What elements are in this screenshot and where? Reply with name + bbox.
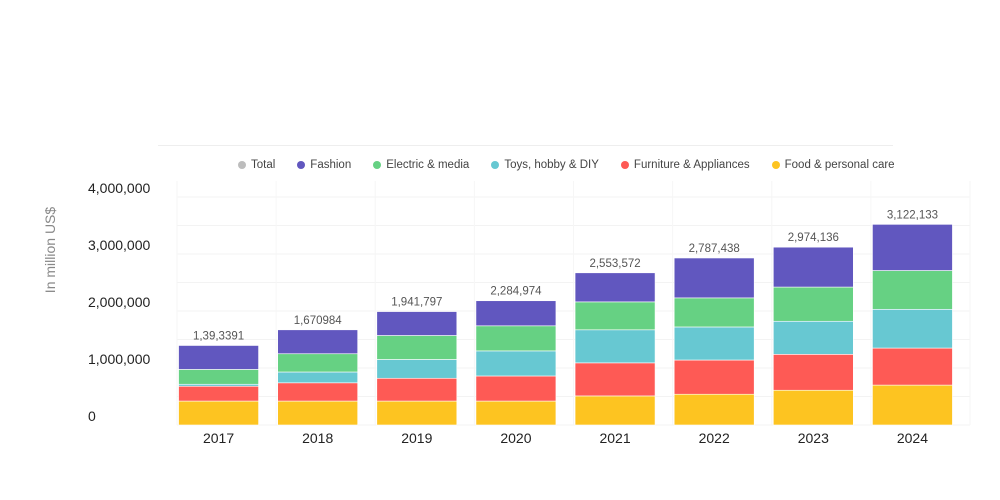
bar-segment [376,377,458,402]
bar-segment [277,400,358,426]
legend-dot-icon [373,161,382,169]
legend-item[interactable]: Food & personal care [771,159,895,171]
legend-label: Electric & media [386,159,470,171]
bar-segment [872,384,953,426]
x-tick-label: 2020 [500,430,531,446]
legend: Total Fashion Electric & media Toys, hobby … [238,159,895,171]
bar-segment [673,326,755,361]
legend-item[interactable]: Electric & media [373,159,469,171]
bar-segment [673,297,755,328]
bar-segment [277,329,358,355]
legend-dot-icon [771,161,780,169]
legend-item[interactable]: Furniture & Appliances [620,159,750,171]
legend-dot-icon [238,161,246,169]
bar-segment [178,400,259,426]
bar-segment [475,375,557,402]
x-tick-label: 2017 [203,430,234,446]
legend-item[interactable]: Fashion [297,159,351,171]
top-divider [158,145,893,146]
bar-segment [872,308,953,349]
total-label: 2,974,136 [788,232,839,244]
x-tick-label: 2024 [897,430,928,446]
bar-segment [376,335,458,360]
bar-segment [872,270,953,310]
bar-segment [574,301,656,331]
x-tick-label: 2022 [699,430,730,446]
total-label: 1,670984 [294,315,343,327]
bar-segment [673,359,755,395]
bar-segment [376,359,458,379]
bar-segment [673,393,755,426]
total-label: 2,553,572 [589,258,640,270]
bar-segment [277,353,358,373]
bar-segment [178,369,259,385]
x-tick-label: 2019 [401,430,432,446]
total-label: 2,284,974 [490,286,542,298]
legend-label: Total [251,159,276,171]
legend-dot-icon [620,161,629,169]
bar-segment [773,389,854,426]
bar-segment [872,224,953,271]
y-tick-label: 4,000,000 [88,180,150,196]
bar-segment [475,400,557,426]
bar-segment [475,300,557,327]
bar-segment [574,272,656,303]
y-tick-label: 2,000,000 [88,294,150,310]
y-tick-label: 3,000,000 [88,237,150,253]
x-tick-label: 2021 [599,430,630,446]
x-tick-label: 2018 [302,430,333,446]
legend-item[interactable]: Toys, hobby & DIY [491,159,599,171]
total-label: 1,941,797 [391,297,442,309]
bar-segment [773,286,854,322]
y-tick-label: 1,000,000 [88,351,150,367]
bar-segment [178,345,259,370]
bar-segment [178,385,259,402]
bar-segment [773,354,854,391]
total-label: 1,39,3391 [193,330,244,342]
legend-label: Fashion [310,159,352,171]
legend-label: Toys, hobby & DIY [504,159,599,171]
y-tick-label: 0 [88,408,96,424]
bar-segment [773,246,854,288]
legend-item[interactable]: Total [238,159,275,171]
x-tick-label: 2023 [798,430,829,446]
bar-segment [574,362,656,397]
legend-label: Furniture & Appliances [633,159,750,171]
total-label: 3,122,133 [887,209,938,221]
bar-segment [475,350,557,377]
bar-segment [277,382,358,402]
legend-dot-icon [297,161,306,169]
total-label: 2,787,438 [689,243,740,255]
legend-label: Food & personal care [784,159,895,171]
bar-segment [277,371,358,384]
bar-segment [574,329,656,364]
bar-segment [773,320,854,355]
bar-segment [872,347,953,386]
bar-segment [376,400,458,426]
bar-segment [376,311,458,336]
legend-dot-icon [491,161,500,169]
bar-segment [673,257,755,299]
bar-segment [475,325,557,352]
bar-segment [574,395,656,426]
